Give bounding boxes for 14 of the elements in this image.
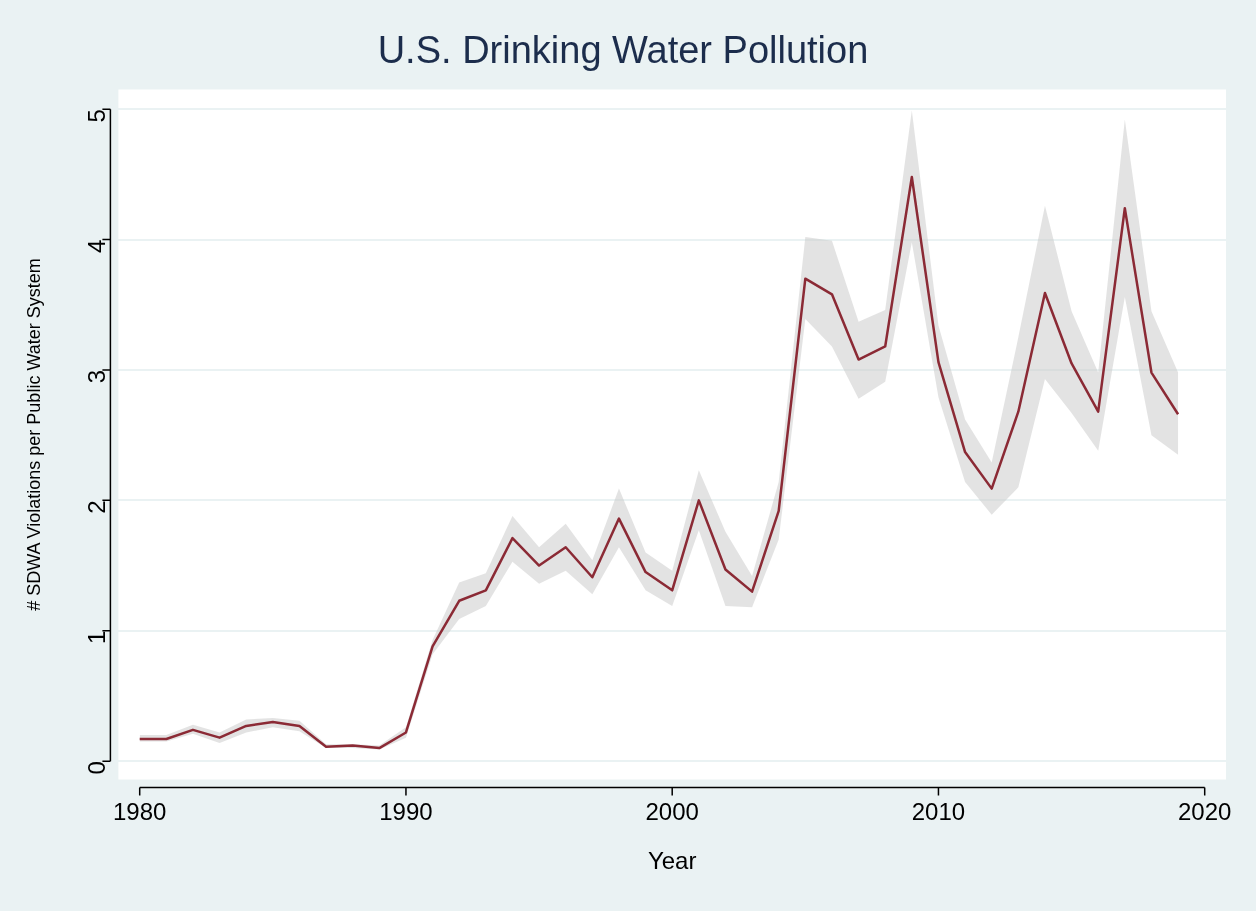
y-tick-label: 2	[83, 500, 111, 514]
y-tick-label: 1	[83, 630, 111, 645]
x-tick-label: 2010	[911, 798, 966, 826]
y-tick-label: 4	[83, 239, 111, 253]
y-tick-label: 3	[83, 369, 111, 384]
chart-title: U.S. Drinking Water Pollution	[377, 29, 869, 72]
x-axis-title: Year	[647, 847, 697, 875]
x-tick-label: 1980	[113, 798, 167, 826]
y-tick-label: 5	[83, 109, 111, 123]
y-axis-title: # SDWA Violations per Public Water System	[23, 258, 44, 611]
x-tick-label: 2020	[1178, 798, 1232, 826]
x-tick-label: 1990	[379, 798, 433, 826]
x-tick-label: 2000	[645, 798, 699, 826]
y-tick-label: 0	[83, 761, 111, 775]
